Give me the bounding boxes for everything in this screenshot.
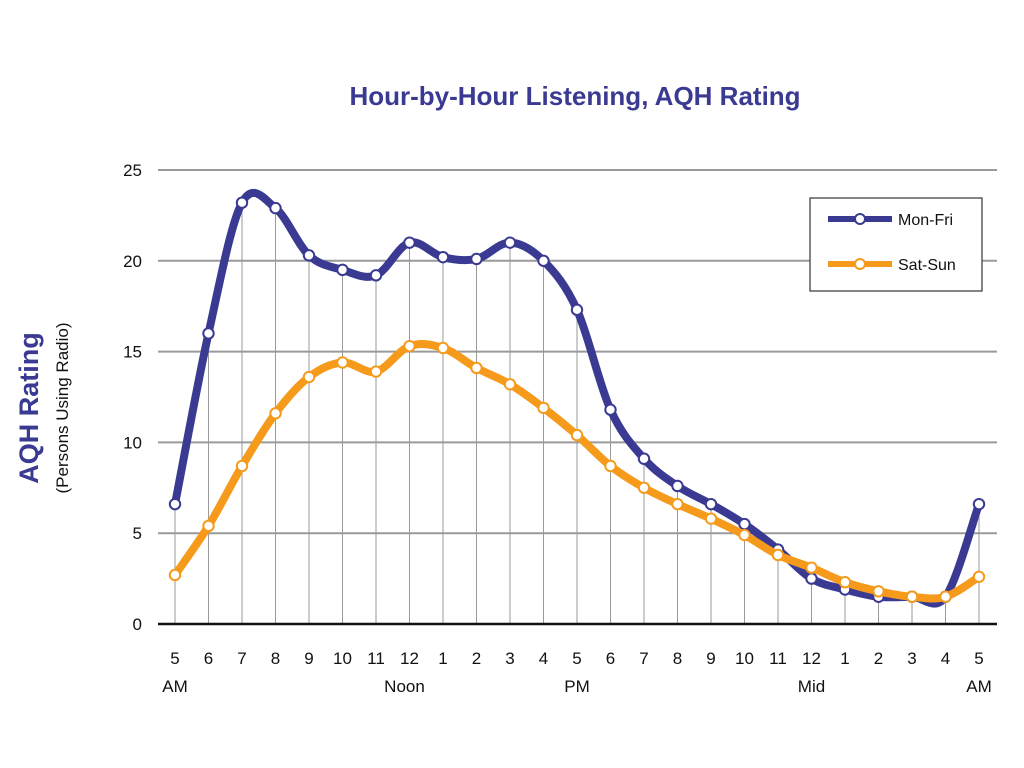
data-point-mon-fri	[570, 303, 584, 317]
data-point-mon-fri	[604, 403, 617, 416]
x-tick-label: 5	[170, 649, 179, 668]
y-tick-label: 10	[123, 433, 142, 452]
x-tick-label: 12	[400, 649, 419, 668]
data-point-sat-sun	[369, 365, 383, 378]
data-point-sat-sun	[470, 361, 483, 375]
data-point-sat-sun	[738, 528, 751, 542]
x-tick-label: 4	[539, 649, 548, 668]
data-point-sat-sun	[704, 512, 718, 525]
x-tick-label: 6	[204, 649, 213, 668]
data-point-sat-sun	[671, 497, 684, 511]
x-tick-sublabel: Mid	[798, 677, 825, 696]
x-tick-label: 9	[706, 649, 715, 668]
data-point-mon-fri	[972, 497, 986, 511]
data-point-sat-sun	[235, 459, 249, 473]
data-point-mon-fri	[202, 327, 215, 340]
legend-box	[809, 197, 983, 292]
x-tick-sublabel: Noon	[384, 677, 425, 696]
x-tick-label: 3	[907, 649, 916, 668]
data-point-mon-fri	[369, 269, 383, 282]
chart-title: Hour-by-Hour Listening, AQH Rating	[349, 81, 800, 111]
x-tick-label: 8	[271, 649, 280, 668]
legend: Mon-Fri Sat-Sun	[809, 197, 983, 292]
data-point-mon-fri	[235, 196, 249, 209]
x-tick-label: 8	[673, 649, 682, 668]
data-point-sat-sun	[503, 378, 517, 391]
x-tick-sublabel: AM	[966, 677, 992, 696]
data-point-sat-sun	[537, 401, 550, 415]
data-point-sat-sun	[336, 356, 349, 369]
data-point-sat-sun	[637, 481, 651, 494]
data-point-sat-sun	[872, 585, 885, 598]
data-point-mon-fri	[168, 497, 182, 511]
x-tick-label: 10	[333, 649, 352, 668]
data-point-sat-sun	[202, 519, 215, 533]
x-tick-label: 4	[941, 649, 950, 668]
data-point-sat-sun	[168, 568, 182, 582]
legend-label-mon-fri: Mon-Fri	[898, 212, 953, 229]
series-group	[168, 188, 986, 608]
data-point-mon-fri	[269, 201, 282, 215]
x-tick-label: 3	[505, 649, 514, 668]
data-point-mon-fri	[470, 252, 483, 266]
data-point-mon-fri	[738, 517, 751, 531]
x-tick-label: 12	[802, 649, 821, 668]
data-point-sat-sun	[972, 570, 986, 583]
legend-marker-sat-sun	[854, 258, 866, 270]
x-tick-label: 6	[606, 649, 615, 668]
data-point-mon-fri	[671, 479, 684, 493]
x-tick-sublabel: AM	[162, 677, 188, 696]
x-tick-label: 5	[572, 649, 581, 668]
x-tick-label: 9	[304, 649, 313, 668]
x-tick-label: 11	[769, 649, 787, 668]
x-tick-label: 2	[472, 649, 481, 668]
x-tick-label: 2	[874, 649, 883, 668]
data-point-sat-sun	[939, 590, 952, 603]
x-tick-label: 11	[367, 649, 385, 668]
x-tick-label: 7	[639, 649, 648, 668]
data-point-sat-sun	[302, 370, 316, 384]
y-tick-label: 15	[123, 343, 142, 362]
data-point-mon-fri	[704, 497, 718, 511]
data-point-mon-fri	[336, 263, 349, 277]
data-point-sat-sun	[403, 339, 416, 353]
x-tick-sublabel: PM	[564, 677, 590, 696]
data-point-sat-sun	[269, 407, 282, 420]
data-point-mon-fri	[436, 250, 450, 264]
data-point-mon-fri	[503, 236, 517, 249]
data-point-mon-fri	[537, 254, 550, 267]
y-tick-label: 25	[123, 161, 142, 180]
x-tick-label: 10	[735, 649, 754, 668]
data-point-sat-sun	[771, 548, 785, 562]
y-axis-ticks: 0 5 10 15 20 25	[123, 161, 142, 634]
x-tick-label: 5	[974, 649, 983, 668]
data-point-mon-fri	[403, 236, 416, 249]
data-point-mon-fri	[637, 452, 651, 465]
data-point-mon-fri	[805, 572, 818, 585]
y-axis-label: AQH Rating	[14, 332, 44, 484]
data-point-sat-sun	[436, 341, 450, 355]
data-point-sat-sun	[905, 590, 919, 603]
y-tick-label: 20	[123, 252, 142, 271]
y-tick-label: 0	[133, 615, 142, 634]
x-tick-label: 1	[438, 649, 447, 668]
x-tick-label: 1	[840, 649, 849, 668]
data-point-sat-sun	[838, 576, 852, 589]
legend-marker-mon-fri	[854, 213, 866, 225]
legend-label-sat-sun: Sat-Sun	[898, 257, 956, 274]
y-tick-label: 5	[133, 524, 142, 543]
y-axis-sublabel: (Persons Using Radio)	[53, 322, 72, 493]
data-point-sat-sun	[604, 459, 617, 473]
data-point-sat-sun	[570, 428, 584, 442]
data-point-sat-sun	[805, 561, 818, 574]
data-point-mon-fri	[302, 249, 316, 262]
x-tick-label: 7	[237, 649, 246, 668]
